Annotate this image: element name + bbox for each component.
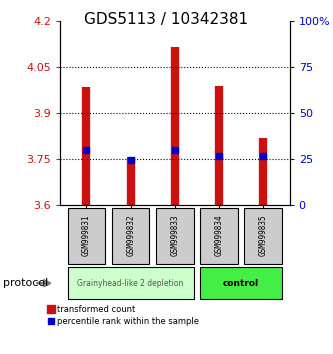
Text: GSM999831: GSM999831 — [82, 215, 91, 256]
Text: Grainyhead-like 2 depletion: Grainyhead-like 2 depletion — [78, 279, 184, 288]
Text: protocol: protocol — [3, 278, 49, 288]
FancyBboxPatch shape — [156, 208, 193, 264]
FancyBboxPatch shape — [112, 208, 150, 264]
Text: GSM999835: GSM999835 — [259, 215, 268, 256]
FancyBboxPatch shape — [200, 267, 282, 299]
Text: GDS5113 / 10342381: GDS5113 / 10342381 — [85, 12, 248, 27]
Legend: transformed count, percentile rank within the sample: transformed count, percentile rank withi… — [48, 305, 199, 326]
FancyBboxPatch shape — [68, 208, 105, 264]
Text: GSM999832: GSM999832 — [126, 215, 135, 256]
Text: control: control — [223, 279, 259, 288]
FancyBboxPatch shape — [200, 208, 238, 264]
FancyBboxPatch shape — [68, 267, 193, 299]
Text: GSM999833: GSM999833 — [170, 215, 179, 256]
Text: GSM999834: GSM999834 — [214, 215, 223, 256]
FancyBboxPatch shape — [244, 208, 282, 264]
